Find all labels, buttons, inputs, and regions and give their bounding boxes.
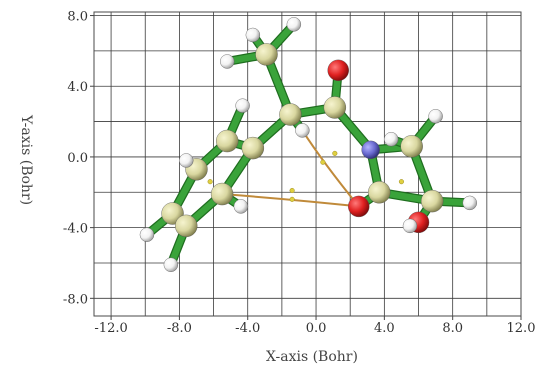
atom-c (216, 129, 239, 153)
y-tick-label: 8.0 (67, 10, 88, 25)
atom-h (428, 109, 443, 124)
critical-points (207, 150, 404, 202)
atom-o (348, 195, 370, 218)
x-tick-label: 0.0 (306, 321, 327, 336)
atom-c (420, 189, 444, 213)
critical-point (207, 179, 213, 185)
atom-c (279, 103, 302, 126)
atom-h (383, 132, 399, 147)
y-axis-label: Y-axis (Bohr) (18, 114, 34, 205)
atom-n (361, 140, 380, 160)
atom-h (235, 98, 250, 113)
atom-h (462, 195, 477, 211)
atom-c (241, 136, 265, 160)
y-tick-label: -4.0 (63, 222, 88, 237)
x-tick-label: 12.0 (507, 321, 536, 336)
atom-c (255, 43, 278, 66)
atom-h (220, 54, 235, 69)
atom-o (327, 59, 349, 82)
x-axis-label: X-axis (Bohr) (266, 349, 358, 365)
atom-h (163, 257, 179, 272)
x-tick-label: 4.0 (374, 321, 395, 336)
y-tick-label: 4.0 (67, 80, 88, 95)
atom-h (139, 227, 155, 242)
atom-c (368, 181, 391, 204)
x-tick-label: -12.0 (94, 321, 127, 336)
weak-path (301, 129, 360, 208)
critical-point (332, 150, 338, 156)
critical-point (398, 179, 404, 185)
x-tick-label: 8.0 (442, 321, 463, 336)
y-tick-label: -8.0 (63, 292, 88, 307)
atom-h (286, 17, 302, 32)
atom-h (179, 153, 194, 168)
x-tick-label: -4.0 (235, 321, 260, 336)
atom-h (233, 199, 249, 214)
critical-point (320, 159, 326, 165)
y-tick-label: 0.0 (67, 151, 88, 166)
tick-labels: -12.0 -8.0 -4.0 0.0 4.0 8.0 12.0 8.0 4.0 0.0 -4.0 -… (63, 10, 536, 336)
critical-point (289, 187, 295, 194)
atom-h (245, 27, 261, 43)
atom-c (400, 135, 423, 158)
atom-h (402, 218, 418, 234)
atom-c (210, 182, 234, 206)
critical-point (289, 196, 295, 202)
atom-c (323, 96, 347, 119)
atom-h (295, 123, 310, 138)
plot-frame (93, 11, 522, 317)
atom-c (175, 214, 198, 238)
x-tick-label: -8.0 (167, 321, 192, 336)
atoms (139, 17, 477, 272)
